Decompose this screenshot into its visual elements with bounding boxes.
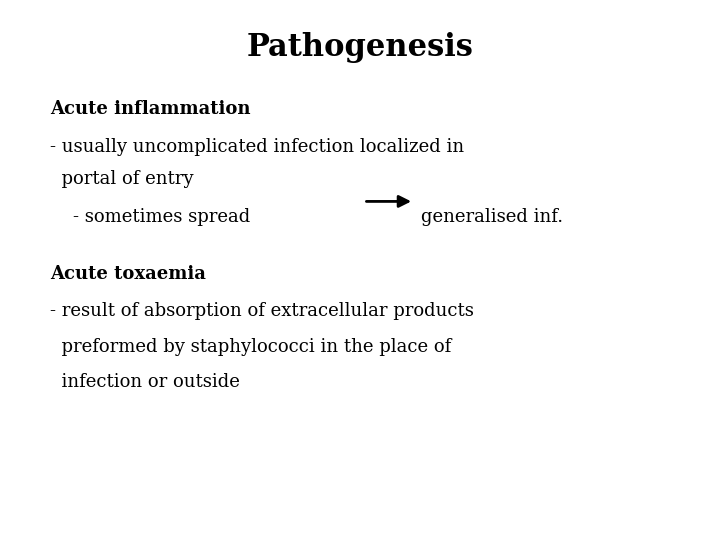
Text: infection or outside: infection or outside [50, 373, 240, 390]
Text: - result of absorption of extracellular products: - result of absorption of extracellular … [50, 302, 474, 320]
Text: portal of entry: portal of entry [50, 170, 194, 188]
Text: - usually uncomplicated infection localized in: - usually uncomplicated infection locali… [50, 138, 464, 156]
Text: preformed by staphylococci in the place of: preformed by staphylococci in the place … [50, 338, 451, 355]
Text: Pathogenesis: Pathogenesis [246, 32, 474, 63]
Text: Acute inflammation: Acute inflammation [50, 100, 251, 118]
Text: Acute toxaemia: Acute toxaemia [50, 265, 206, 282]
Text: - sometimes spread: - sometimes spread [50, 208, 251, 226]
Text: generalised inf.: generalised inf. [421, 208, 563, 226]
